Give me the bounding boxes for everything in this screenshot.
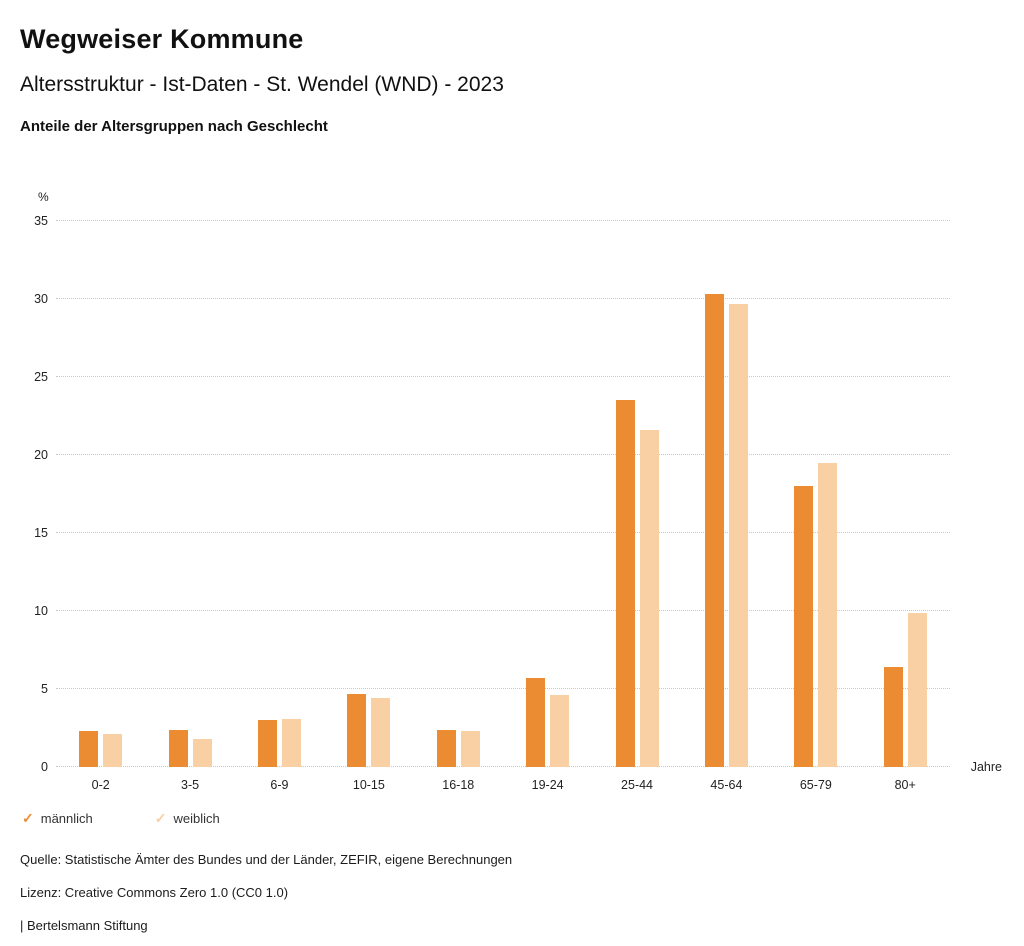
check-icon: ✓: [22, 810, 34, 826]
bar-group: 19-24: [526, 221, 570, 792]
bar-männlich-0-2: [79, 731, 99, 767]
bar-group: 0-2: [79, 221, 123, 792]
x-tick-label: 16-18: [442, 778, 475, 792]
bar-weiblich-0-2: [103, 734, 123, 767]
bar-chart: % Jahre 0 5 10 15 20 25 30 35 0-2 3-5 6-9 10-15 16-1…: [34, 190, 1002, 792]
bar-männlich-65-79: [794, 486, 814, 767]
bar-männlich-80+: [883, 667, 903, 767]
legend-item-maennlich[interactable]: ✓ männlich: [22, 810, 93, 827]
gridline: [56, 766, 950, 767]
gridline: [56, 298, 950, 299]
chart-subtitle: Altersstruktur - Ist-Daten - St. Wendel …: [20, 73, 504, 96]
license-text: Lizenz: Creative Commons Zero 1.0 (CC0 1…: [20, 885, 289, 900]
y-axis-unit-label: %: [38, 190, 49, 204]
y-tick-label: 20: [34, 448, 48, 463]
chart-footer: Quelle: Statistische Ämter des Bundes un…: [20, 852, 1004, 933]
bar-pair: [526, 221, 570, 767]
legend-label: männlich: [40, 811, 93, 826]
page-title: Wegweiser Kommune: [20, 24, 304, 54]
bar-pair: [794, 221, 838, 767]
bar-group: 25-44: [615, 221, 659, 792]
chart-legend: ✓ männlich ✓ weiblich: [22, 810, 1004, 827]
bar-pair: [615, 221, 659, 767]
gridline: [56, 610, 950, 611]
bar-pair: [257, 221, 301, 767]
bar-pair: [168, 221, 212, 767]
legend-item-weiblich[interactable]: ✓ weiblich: [155, 810, 220, 827]
y-tick-label: 25: [34, 370, 48, 384]
y-tick-label: 30: [34, 292, 48, 306]
bar-weiblich-25-44: [639, 430, 659, 767]
x-tick-label: 3-5: [181, 778, 200, 792]
bar-pair: [79, 221, 123, 767]
x-tick-label: 19-24: [531, 778, 564, 792]
source-text: Quelle: Statistische Ämter des Bundes un…: [20, 852, 513, 867]
check-icon: ✓: [154, 810, 167, 826]
legend-label: weiblich: [173, 811, 220, 826]
y-tick-label: 5: [41, 682, 48, 697]
bar-weiblich-16-18: [460, 731, 480, 767]
bar-group: 65-79: [794, 221, 838, 792]
bar-pair: [347, 221, 391, 767]
x-tick-label: 25-44: [621, 778, 654, 792]
gridline: [56, 220, 950, 221]
gridline: [56, 688, 950, 689]
bar-weiblich-80+: [907, 612, 927, 767]
bar-pair: [883, 221, 927, 767]
bar-weiblich-65-79: [818, 462, 838, 767]
x-tick-label: 10-15: [352, 778, 385, 792]
bar-weiblich-10-15: [371, 698, 391, 767]
bar-group: 6-9: [257, 221, 301, 792]
chart-section-title: Anteile der Altersgruppen nach Geschlech…: [20, 118, 328, 135]
x-axis-unit-label: Jahre: [970, 760, 1002, 774]
bar-männlich-16-18: [436, 729, 456, 767]
bar-pair: [436, 221, 480, 767]
y-tick-label: 10: [34, 604, 48, 619]
x-tick-label: 6-9: [270, 778, 289, 792]
bar-männlich-25-44: [615, 400, 635, 767]
y-tick-label: 35: [34, 214, 48, 228]
y-tick-label: 15: [34, 526, 48, 540]
attribution-text: | Bertelsmann Stiftung: [20, 918, 148, 933]
gridline: [56, 532, 950, 533]
gridline: [56, 454, 950, 455]
y-tick-label: 0: [41, 760, 48, 774]
bar-weiblich-45-64: [728, 303, 748, 767]
bar-männlich-6-9: [257, 720, 277, 767]
x-tick-label: 0-2: [91, 778, 110, 792]
bar-männlich-19-24: [526, 678, 546, 767]
x-tick-label: 65-79: [799, 778, 832, 792]
gridline: [56, 376, 950, 377]
bar-group: 45-64: [704, 221, 748, 792]
bar-group: 10-15: [347, 221, 391, 792]
bar-groups: 0-2 3-5 6-9 10-15 16-18 19-24 25-44 45-64 65-79 8…: [56, 221, 950, 792]
bar-pair: [704, 221, 748, 767]
bar-group: 3-5: [168, 221, 212, 792]
bar-männlich-10-15: [347, 693, 367, 767]
bar-weiblich-6-9: [281, 718, 301, 767]
x-tick-label: 45-64: [710, 778, 743, 792]
x-tick-label: 80+: [894, 778, 916, 792]
bar-group: 80+: [883, 221, 927, 792]
bar-group: 16-18: [436, 221, 480, 792]
bar-männlich-3-5: [168, 729, 188, 767]
bar-weiblich-19-24: [550, 695, 570, 767]
bar-männlich-45-64: [704, 294, 724, 767]
bar-weiblich-3-5: [192, 738, 212, 767]
